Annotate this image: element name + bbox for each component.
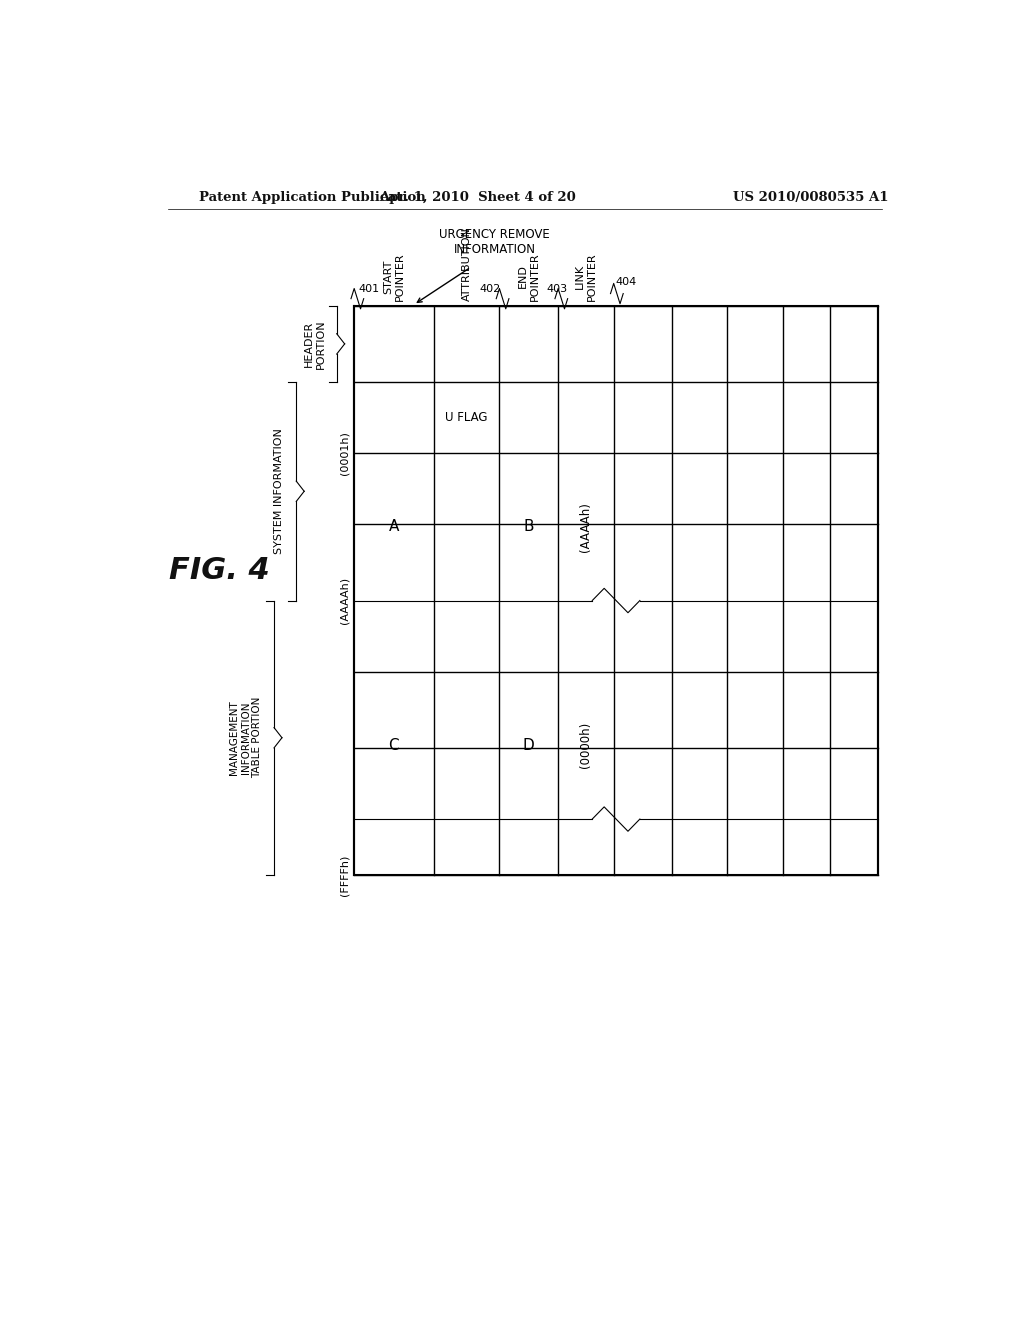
Text: 404: 404 [615,277,637,288]
Text: Patent Application Publication: Patent Application Publication [200,190,426,203]
Text: US 2010/0080535 A1: US 2010/0080535 A1 [733,190,888,203]
Text: 402: 402 [479,284,501,293]
Text: FIG. 4: FIG. 4 [169,556,269,585]
Text: 403: 403 [546,284,567,293]
Text: (AAAAh): (AAAAh) [339,577,349,624]
Text: 401: 401 [358,284,379,293]
Text: Apr. 1, 2010  Sheet 4 of 20: Apr. 1, 2010 Sheet 4 of 20 [379,190,575,203]
Text: SYSTEM INFORMATION: SYSTEM INFORMATION [274,428,285,554]
Text: LINK
POINTER: LINK POINTER [575,252,597,301]
Text: ATTRIBUTION: ATTRIBUTION [462,227,471,301]
Text: D: D [523,738,535,752]
Text: HEADER
PORTION: HEADER PORTION [304,319,326,368]
Text: (FFFFh): (FFFFh) [339,854,349,896]
Text: U FLAG: U FLAG [445,411,487,424]
Text: (0000h): (0000h) [580,722,593,768]
Text: (AAAAh): (AAAAh) [580,502,593,552]
Text: C: C [388,738,399,752]
Text: URGENCY REMOVE
INFORMATION: URGENCY REMOVE INFORMATION [439,228,550,256]
Text: START
POINTER: START POINTER [383,252,404,301]
Text: END
POINTER: END POINTER [518,252,540,301]
Text: B: B [523,519,535,535]
Text: (0001h): (0001h) [339,432,349,475]
Bar [354,306,878,875]
Text: A: A [389,519,399,535]
Text: MANAGEMENT
INFORMATION
TABLE PORTION: MANAGEMENT INFORMATION TABLE PORTION [229,697,262,779]
